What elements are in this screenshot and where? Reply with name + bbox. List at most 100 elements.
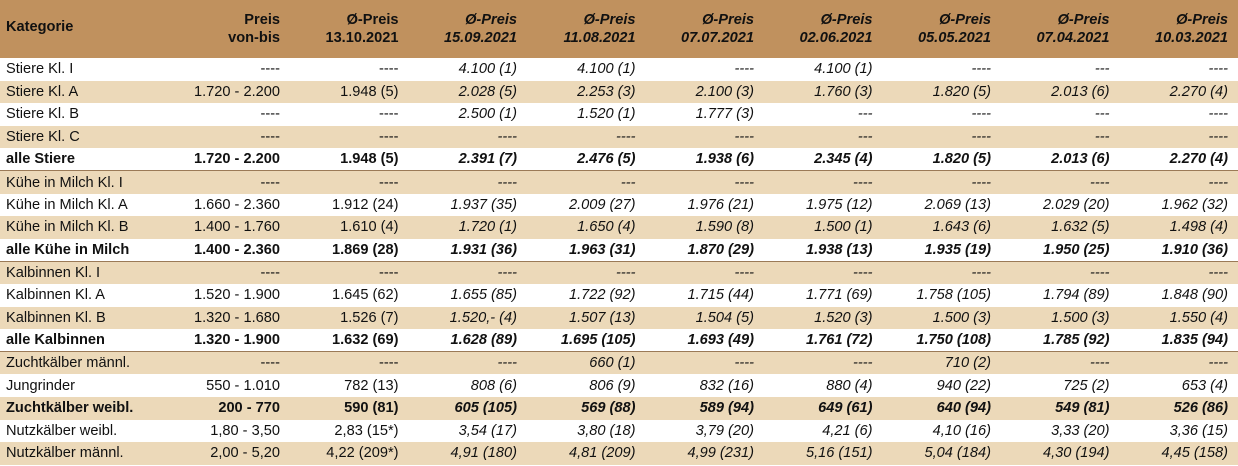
cell-avg-price: ---- xyxy=(645,261,764,284)
row-label: Kalbinnen Kl. A xyxy=(6,287,105,304)
cell-avg-price: 880 (4) xyxy=(826,377,873,394)
cell-avg-price: 1.758 (105) xyxy=(916,287,991,304)
cell-avg-price: ---- xyxy=(764,261,883,284)
cell-avg-price: 4,45 (158) xyxy=(1119,442,1238,465)
header-col-3: Ø-Preis 07.07.2021 xyxy=(646,0,765,58)
cell-avg-price: 4.100 (1) xyxy=(577,61,636,78)
cell-avg-price: 1.963 (31) xyxy=(527,238,646,262)
cell-avg-price: 782 (13) xyxy=(344,377,399,394)
table-row: Kalbinnen Kl. B 1.320 - 1.680 1.526 (7) 1.5… xyxy=(0,306,1238,330)
cell-avg-price: 649 (61) xyxy=(764,396,883,420)
cell-avg-price: ---- xyxy=(1119,125,1238,149)
cell-avg-price: 1.632 (69) xyxy=(290,329,409,353)
cell-avg-price: --- xyxy=(857,106,873,123)
cell-price-range: 1.660 - 2.360 xyxy=(193,196,280,213)
cell-avg-price: 2.013 (6) xyxy=(1001,80,1120,104)
cell-avg-price: --- xyxy=(527,170,646,194)
cell-avg-price: 1.910 (36) xyxy=(1119,238,1238,262)
cell-avg-price: 1.935 (19) xyxy=(882,238,1001,262)
cell-avg-price: ---- xyxy=(527,125,646,149)
header-col-5-date: 05.05.2021 xyxy=(917,30,991,46)
cell-avg-price: 1.715 (44) xyxy=(687,287,754,304)
cell-avg-price: ---- xyxy=(1119,170,1238,194)
cell-avg-price: ---- xyxy=(882,261,1001,284)
cell-avg-price: 2.013 (6) xyxy=(1001,148,1120,172)
cell-avg-price: 1.590 (8) xyxy=(645,216,764,239)
row-label: Nutzkälber weibl. xyxy=(6,422,118,439)
cell-avg-price: ---- xyxy=(734,61,754,78)
cell-avg-price: 1.975 (12) xyxy=(805,196,873,213)
cell-avg-price: 640 (94) xyxy=(882,396,1001,420)
cell-avg-price: 3,54 (17) xyxy=(458,422,517,439)
header-row: Kategorie Preis von-bis Ø-Preis 13.10.202… xyxy=(0,0,1238,58)
row-label: alle Kühe in Milch xyxy=(0,238,160,262)
table-row: Stiere Kl. A 1.720 - 2.200 1.948 (5) 2.028 … xyxy=(0,80,1238,104)
table-row: Jungrinder 550 - 1.010 782 (13) 808 (6) 806 … xyxy=(0,374,1238,397)
header-kategorie: Kategorie xyxy=(6,19,74,35)
header-col-0-label: Ø-Preis xyxy=(346,12,399,28)
cell-price-range: 1.720 - 2.200 xyxy=(160,148,290,172)
cell-avg-price: 1.820 (5) xyxy=(882,148,1001,172)
table-row: Nutzkälber männl. 2,00 - 5,20 4,22 (209*) 4… xyxy=(0,442,1238,465)
cell-avg-price: 710 (2) xyxy=(882,351,1001,375)
cell-avg-price: 1.500 (3) xyxy=(882,306,1001,330)
cell-avg-price: ---- xyxy=(971,106,991,123)
header-col-5-label: Ø-Preis xyxy=(939,12,991,28)
cell-avg-price: 549 (81) xyxy=(1001,396,1120,420)
row-label: Stiere Kl. I xyxy=(6,61,74,78)
cell-avg-price: 1.550 (4) xyxy=(1119,306,1238,330)
row-label: Stiere Kl. C xyxy=(0,125,160,149)
header-col-1-date: 15.09.2021 xyxy=(443,30,517,46)
header-col-3-date: 07.07.2021 xyxy=(680,30,754,46)
cell-avg-price: 2.100 (3) xyxy=(645,80,764,104)
row-label: Stiere Kl. A xyxy=(0,80,160,104)
cell-avg-price: 1.520,- (4) xyxy=(408,306,527,330)
cell-avg-price: ---- xyxy=(645,351,764,375)
cell-avg-price: --- xyxy=(1094,106,1110,123)
cell-avg-price: 4,10 (16) xyxy=(932,422,991,439)
cell-avg-price: 2.270 (4) xyxy=(1119,148,1238,172)
cell-avg-price: ---- xyxy=(408,170,527,194)
header-col-0: Ø-Preis 13.10.2021 xyxy=(290,0,409,58)
cell-avg-price: 653 (4) xyxy=(1181,377,1228,394)
cell-avg-price: ---- xyxy=(1119,351,1238,375)
cell-avg-price: 4.100 (1) xyxy=(458,61,517,78)
header-preis-line2: von-bis xyxy=(228,30,280,46)
cell-avg-price: ---- xyxy=(290,170,409,194)
header-col-7-label: Ø-Preis xyxy=(1176,12,1228,28)
cell-avg-price: ---- xyxy=(379,61,399,78)
cell-avg-price: 1.498 (4) xyxy=(1119,216,1238,239)
table-row: Stiere Kl. I ---- ---- 4.100 (1) 4.100 (1) --… xyxy=(0,58,1238,81)
cell-avg-price: 1.950 (25) xyxy=(1001,238,1120,262)
header-col-2-date: 11.08.2021 xyxy=(563,30,636,46)
cell-avg-price: 1.632 (5) xyxy=(1001,216,1120,239)
cell-avg-price: 4,99 (231) xyxy=(645,442,764,465)
row-label: Jungrinder xyxy=(6,377,75,394)
cell-avg-price: 2.391 (7) xyxy=(408,148,527,172)
cell-avg-price: 1.976 (21) xyxy=(687,196,754,213)
cell-avg-price: 2.069 (13) xyxy=(924,196,991,213)
header-col-2-label: Ø-Preis xyxy=(583,12,636,28)
table-row: Kühe in Milch Kl. A 1.660 - 2.360 1.912 (2… xyxy=(0,194,1238,217)
header-col-5: Ø-Preis 05.05.2021 xyxy=(883,0,1002,58)
table-row: Nutzkälber weibl. 1,80 - 3,50 2,83 (15*) 3,… xyxy=(0,420,1238,443)
cell-avg-price: ---- xyxy=(1208,61,1228,78)
cell-avg-price: 589 (94) xyxy=(645,396,764,420)
cell-avg-price: 3,79 (20) xyxy=(695,422,754,439)
header-col-6-label: Ø-Preis xyxy=(1057,12,1110,28)
header-col-4: Ø-Preis 02.06.2021 xyxy=(764,0,883,58)
row-label: Kühe in Milch Kl. I xyxy=(0,170,160,194)
cell-avg-price: 1.500 (1) xyxy=(764,216,883,239)
cell-avg-price: 940 (22) xyxy=(936,377,991,394)
cell-avg-price: 660 (1) xyxy=(527,351,646,375)
cell-avg-price: 1.870 (29) xyxy=(645,238,764,262)
cell-avg-price: 526 (86) xyxy=(1119,396,1238,420)
cell-avg-price: 2.270 (4) xyxy=(1119,80,1238,104)
cell-avg-price: ---- xyxy=(1119,261,1238,284)
cell-avg-price: ---- xyxy=(971,61,991,78)
cell-avg-price: 1.720 (1) xyxy=(408,216,527,239)
header-col-2: Ø-Preis 11.08.2021 xyxy=(527,0,646,58)
cell-avg-price: 1.948 (5) xyxy=(290,148,409,172)
cell-avg-price: 4,81 (209) xyxy=(527,442,646,465)
